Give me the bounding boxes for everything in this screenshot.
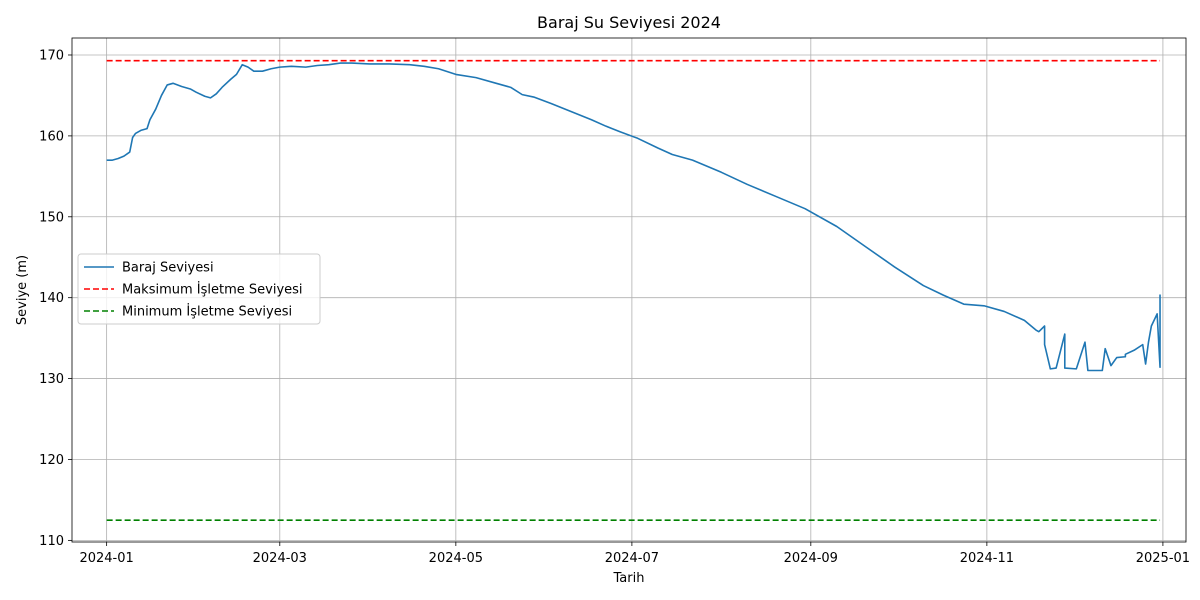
grid: [72, 38, 1186, 542]
legend-label-1: Maksimum İşletme Seviyesi: [122, 282, 303, 298]
legend-label-0: Baraj Seviyesi: [122, 261, 214, 276]
series-line-0: [106, 62, 1161, 372]
y-tick-label: 160: [39, 129, 64, 144]
axis-ticks: 2024-01 2024-03 2024-05 2024-07 2024-09 2024-…: [39, 48, 1190, 566]
y-tick-label: 150: [39, 210, 64, 225]
y-tick-label: 110: [39, 534, 64, 549]
y-tick-label: 130: [39, 372, 64, 387]
chart-title: Baraj Su Seviyesi 2024: [537, 13, 721, 32]
legend-box: [77, 253, 321, 325]
x-tick-label: 2024-03: [253, 551, 307, 566]
y-tick-label: 170: [39, 48, 64, 63]
plot-frame: [71, 37, 1187, 543]
y-tick-label: 120: [39, 453, 64, 468]
x-tick-label: 2024-05: [429, 551, 483, 566]
x-tick-label: 2024-01: [79, 551, 133, 566]
y-axis-label: Seviye (m): [15, 255, 30, 325]
x-tick-label: 2024-11: [960, 551, 1014, 566]
x-tick-label: 2025-01: [1136, 551, 1190, 566]
x-axis-label: Tarih: [613, 571, 645, 586]
legend: Baraj Seviyesi Maksimum İşletme Seviyesi M…: [77, 253, 321, 325]
legend-label-2: Minimum İşletme Seviyesi: [122, 304, 292, 320]
x-tick-label: 2024-07: [605, 551, 659, 566]
y-tick-label: 140: [39, 291, 64, 306]
series-layer: [106, 59, 1161, 521]
x-tick-label: 2024-09: [784, 551, 838, 566]
